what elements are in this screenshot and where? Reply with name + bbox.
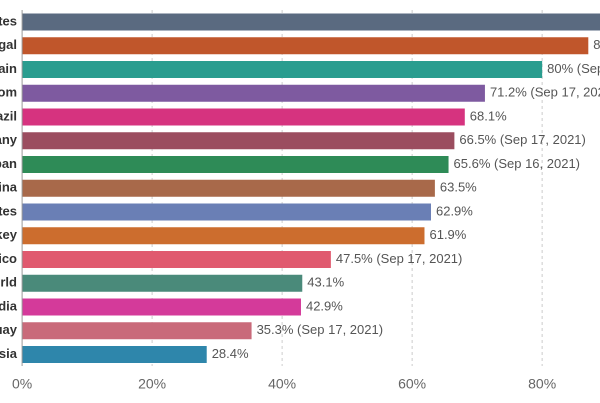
bar [22, 274, 303, 292]
x-tick-label: 40% [268, 376, 296, 392]
x-tick-label: 60% [398, 376, 426, 392]
bar [22, 227, 425, 245]
category-label: any [0, 132, 18, 147]
value-label: 80% (Sep [547, 61, 600, 76]
category-label: rld [0, 275, 17, 290]
bar [22, 251, 331, 268]
category-label: azil [0, 108, 17, 123]
value-label: 35.3% (Sep 17, 2021) [257, 322, 383, 337]
category-label: sia [0, 346, 18, 361]
value-label: 8 [593, 37, 600, 52]
value-label: 62.9% [436, 203, 473, 218]
category-label: gal [0, 37, 17, 52]
value-label: 63.5% [440, 180, 477, 195]
category-label: pan [0, 156, 17, 171]
value-label: 61.9% [429, 227, 466, 242]
category-label: ico [0, 251, 17, 266]
value-label: 65.6% (Sep 16, 2021) [454, 156, 580, 171]
value-label: 68.1% [470, 108, 507, 123]
bar [22, 84, 485, 102]
bar [22, 322, 252, 340]
bar [22, 13, 600, 31]
bar [22, 37, 589, 55]
category-label: tes [0, 203, 17, 218]
bar [22, 156, 449, 173]
category-label: uay [0, 322, 18, 337]
bar [22, 346, 207, 363]
x-tick-label: 20% [138, 376, 166, 392]
category-label: ain [0, 61, 17, 76]
bar [22, 298, 301, 316]
category-label: om [0, 85, 17, 100]
value-label: 43.1% [307, 275, 344, 290]
value-label: 47.5% (Sep 17, 2021) [336, 251, 462, 266]
category-label: dia [0, 298, 18, 313]
value-label: 28.4% [212, 346, 249, 361]
value-label: 42.9% [306, 298, 343, 313]
bar [22, 132, 455, 150]
category-label: tes [0, 13, 17, 28]
x-tick-label: 0% [12, 376, 32, 392]
bar [22, 61, 543, 78]
bar [22, 108, 465, 126]
value-label: 71.2% (Sep 17, 2021 [490, 85, 600, 100]
bar [22, 203, 431, 221]
x-tick-label: 80% [528, 376, 556, 392]
value-label: 66.5% (Sep 17, 2021) [459, 132, 585, 147]
category-label: key [0, 227, 18, 242]
category-label: ina [0, 180, 18, 195]
bar [22, 179, 435, 197]
